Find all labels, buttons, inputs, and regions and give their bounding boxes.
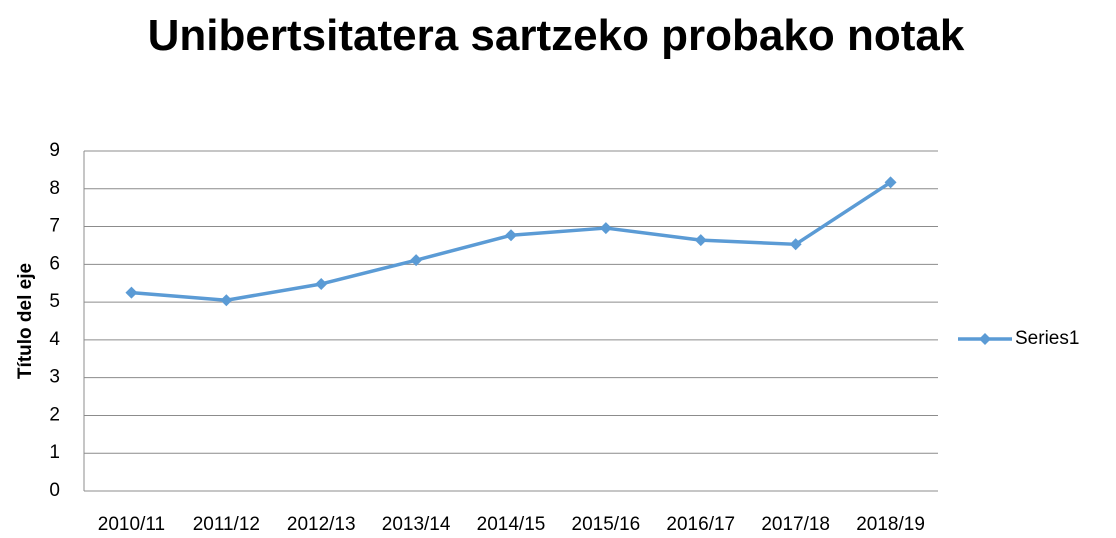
x-tick-label: 2012/13 <box>287 514 356 535</box>
x-tick-label: 2017/18 <box>761 514 830 535</box>
marker <box>789 238 802 251</box>
y-tick-label: 4 <box>49 329 60 350</box>
y-tick-label: 5 <box>49 291 60 312</box>
y-tick-label: 6 <box>49 253 60 274</box>
y-tick-label: 1 <box>49 442 60 463</box>
legend-marker <box>979 333 991 345</box>
y-tick-label: 9 <box>49 140 60 161</box>
y-tick-label: 8 <box>49 178 60 199</box>
marker <box>410 254 423 267</box>
x-tick-label: 2014/15 <box>477 514 546 535</box>
x-tick-label: 2010/11 <box>98 514 165 535</box>
chart-title: Unibertsitatera sartzeko probako notak <box>147 11 965 60</box>
legend-label: Series1 <box>1015 328 1079 349</box>
marker <box>599 222 612 235</box>
marker <box>884 176 897 189</box>
x-tick-label: 2015/16 <box>572 514 641 535</box>
y-tick-label: 3 <box>49 367 60 388</box>
y-axis-label: Título del eje <box>15 263 36 379</box>
x-tick-label: 2011/12 <box>193 514 260 535</box>
line <box>131 180 892 302</box>
marker <box>315 277 328 290</box>
marker <box>220 294 233 307</box>
marker <box>694 234 707 247</box>
x-tick-label: 2013/14 <box>382 514 451 535</box>
y-tick-label: 2 <box>49 404 60 425</box>
y-tick-label: 0 <box>49 480 60 501</box>
marker <box>505 229 517 242</box>
x-tick-label: 2018/19 <box>856 514 925 535</box>
x-tick-label: 2016/17 <box>666 514 735 535</box>
y-tick-label: 7 <box>49 216 60 237</box>
marker <box>125 286 138 299</box>
